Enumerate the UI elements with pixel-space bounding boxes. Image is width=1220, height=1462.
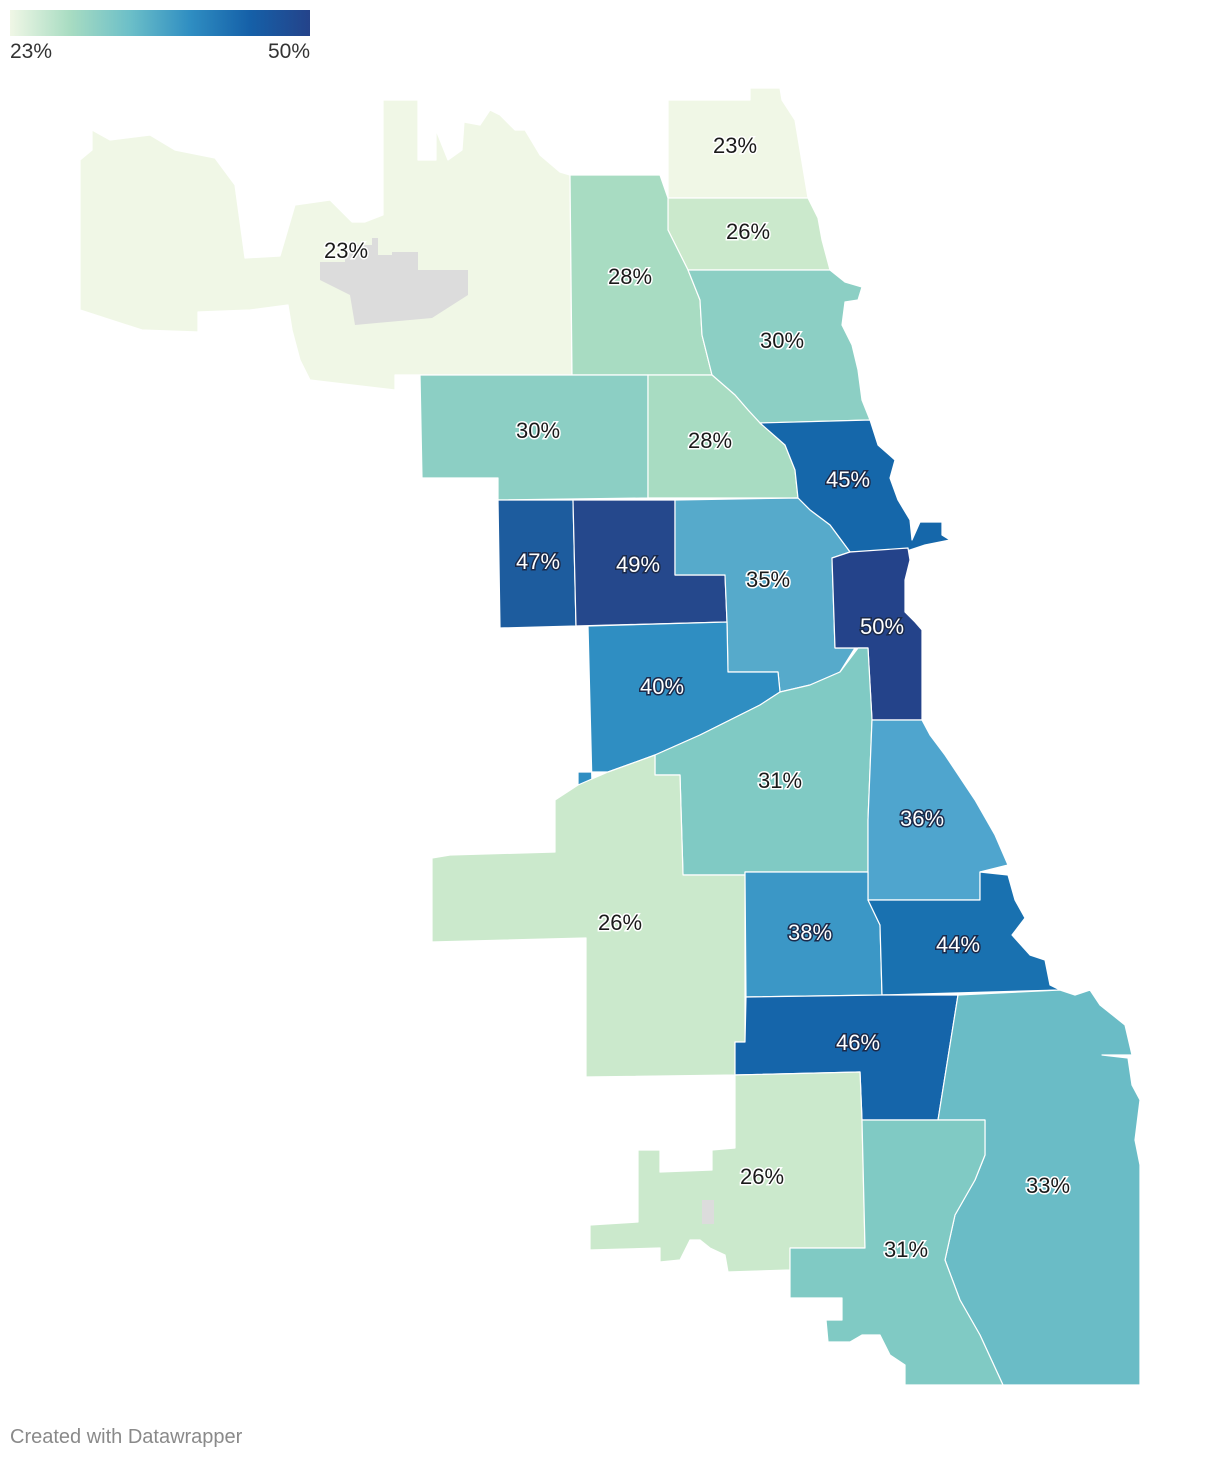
region-label-loop-south-loop: 50% [860,614,904,639]
color-legend: 23% 50% [10,8,310,64]
region-label-south-side-mid: 38% [788,920,832,945]
region-label-near-north-lakefront: 45% [826,467,870,492]
region-label-northwest-large: 23% [324,238,368,263]
region-label-west-side: 49% [616,552,660,577]
map-regions [79,87,1141,1386]
region-label-far-south: 31% [884,1237,928,1262]
region-label-south-central: 31% [758,768,802,793]
region-label-south-shore: 44% [936,932,980,957]
region-northwest-large[interactable] [79,99,573,391]
choropleth-map: 23% 23% 26% 28% 30% 30% 28% 45% 47% 49% 35% 50% 40% 3… [79,87,1141,1386]
region-north-lakefront[interactable] [687,269,871,424]
missing-data-area-south [702,1200,714,1224]
region-label-far-southeast: 33% [1026,1173,1070,1198]
region-label-near-west: 35% [746,567,790,592]
region-label-far-southwest: 26% [740,1164,784,1189]
region-label-west-side-far: 47% [516,549,560,574]
legend-min-label: 23% [10,40,53,63]
missing-data-area-north [320,238,468,325]
region-label-southwest-outer: 26% [598,910,642,935]
region-south-shore[interactable] [867,871,1061,996]
region-label-far-south-central: 46% [836,1030,880,1055]
region-label-northwest-mid: 30% [516,418,560,443]
map-value-labels: 23% 23% 26% 28% 30% 30% 28% 45% 47% 49% 35% 50% 40% 3… [322,131,1071,1263]
region-far-southwest[interactable] [589,1071,866,1273]
region-label-south-lakefront: 36% [900,806,944,831]
region-label-north-lakefront-upper: 26% [726,219,770,244]
legend-gradient-bar [10,10,310,36]
legend-max-label: 50% [267,40,310,63]
region-label-north-central: 28% [608,264,652,289]
region-label-north-lakefront: 30% [760,328,804,353]
credit-text: Created with Datawrapper [10,1426,243,1448]
region-far-south[interactable] [789,1119,1004,1386]
region-label-southwest-inner: 40% [640,674,684,699]
region-label-north-side-central: 28% [688,428,732,453]
region-label-far-north-lakefront: 23% [713,133,757,158]
